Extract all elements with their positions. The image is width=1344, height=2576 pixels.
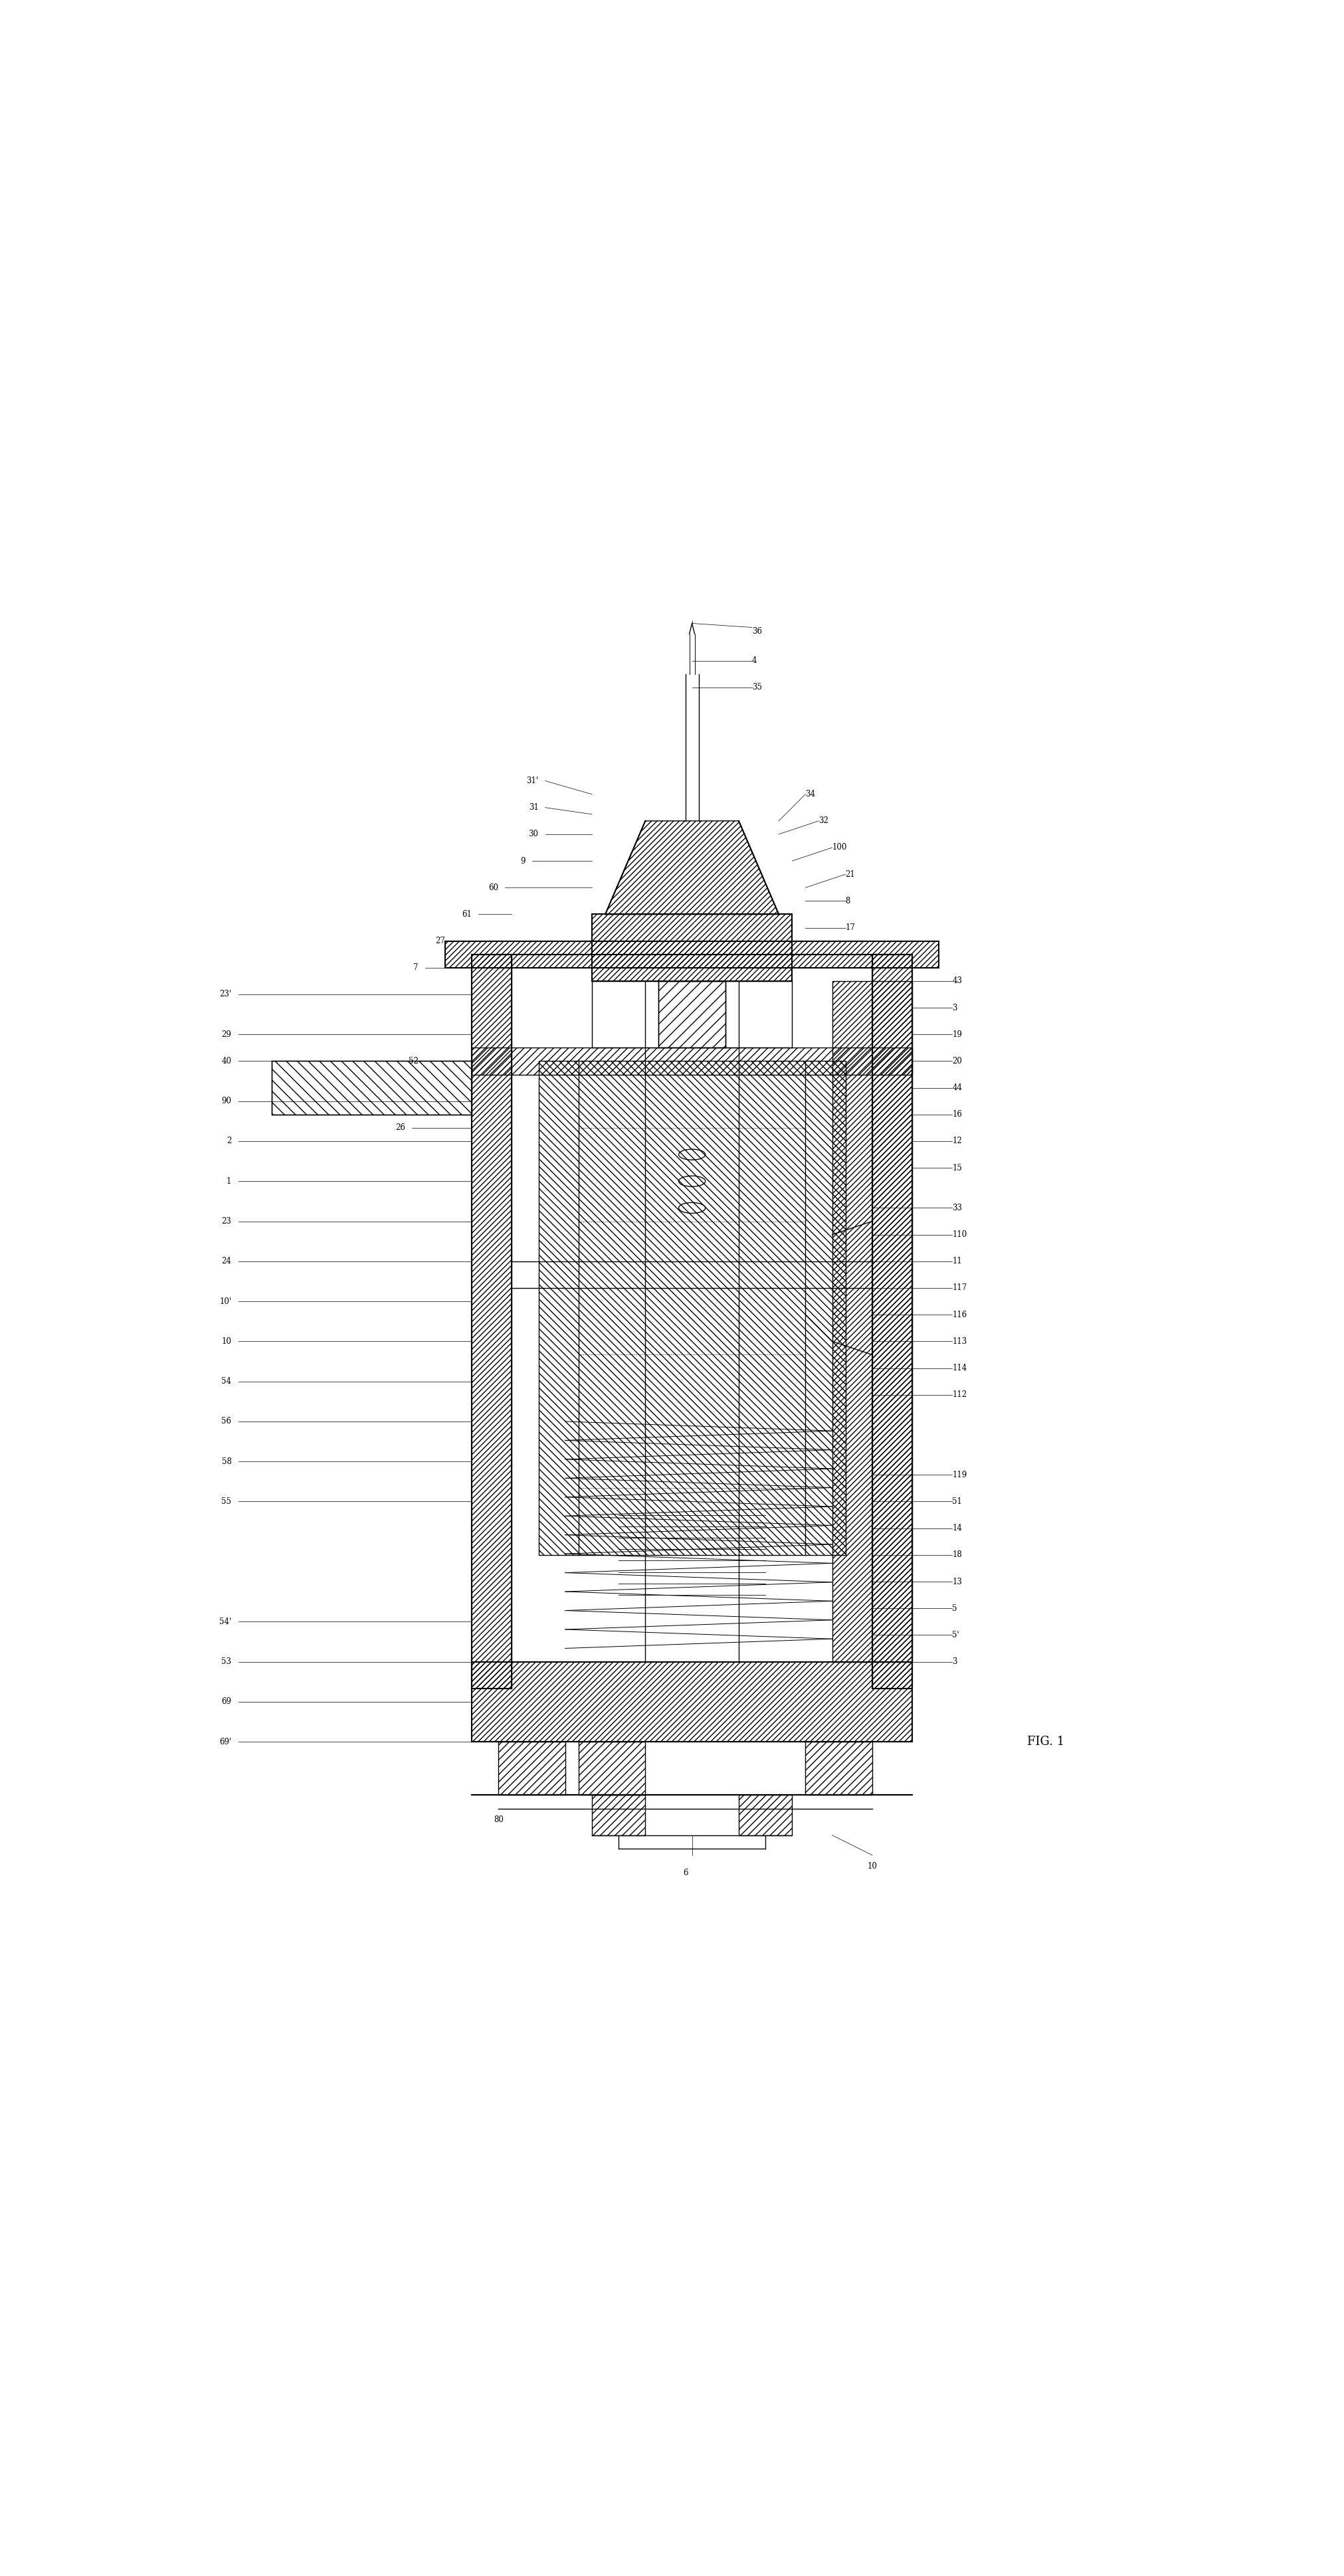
Text: 69: 69	[222, 1698, 231, 1705]
Text: 8: 8	[845, 896, 851, 904]
Text: 54': 54'	[219, 1618, 231, 1625]
Text: 69': 69'	[219, 1736, 231, 1747]
Text: 31: 31	[528, 804, 539, 811]
Text: 33: 33	[953, 1203, 962, 1213]
Bar	[472, 1048, 913, 1074]
Text: 80: 80	[493, 1816, 504, 1824]
Text: 119: 119	[953, 1471, 968, 1479]
Text: 10': 10'	[219, 1298, 231, 1306]
Text: 55: 55	[222, 1497, 231, 1507]
Text: 12: 12	[953, 1136, 962, 1146]
Text: 56: 56	[222, 1417, 231, 1425]
Text: 1: 1	[227, 1177, 231, 1185]
Text: FIG. 1: FIG. 1	[1027, 1736, 1064, 1747]
Text: 17: 17	[845, 922, 855, 933]
Bar	[539, 1061, 845, 1556]
Text: 21: 21	[845, 871, 855, 878]
Text: 40: 40	[222, 1056, 231, 1066]
Text: 112: 112	[953, 1391, 966, 1399]
Text: 114: 114	[953, 1363, 968, 1373]
Text: 113: 113	[953, 1337, 968, 1345]
Text: 26: 26	[395, 1123, 405, 1133]
Text: 4: 4	[753, 657, 757, 665]
Text: 2: 2	[227, 1136, 231, 1146]
Text: 31': 31'	[527, 775, 539, 786]
Text: 23: 23	[222, 1216, 231, 1226]
Text: 90: 90	[222, 1097, 231, 1105]
Text: 44: 44	[953, 1084, 962, 1092]
Text: 30: 30	[528, 829, 539, 840]
Text: 54: 54	[222, 1378, 231, 1386]
Text: 13: 13	[953, 1577, 962, 1587]
Text: 20: 20	[953, 1056, 962, 1066]
Text: 5': 5'	[953, 1631, 960, 1638]
Bar	[591, 914, 792, 981]
Text: 18: 18	[953, 1551, 962, 1558]
Text: 58: 58	[222, 1458, 231, 1466]
Text: 27: 27	[435, 938, 445, 945]
Bar	[591, 1795, 645, 1834]
Text: 29: 29	[222, 1030, 231, 1038]
Text: 100: 100	[832, 842, 847, 853]
Text: 53: 53	[222, 1656, 231, 1667]
Text: 61: 61	[462, 909, 472, 920]
Bar	[872, 953, 913, 1687]
Text: 10: 10	[867, 1862, 878, 1870]
Bar	[445, 940, 939, 969]
Text: 3: 3	[953, 1656, 957, 1667]
Text: 60: 60	[488, 884, 499, 891]
Text: 34: 34	[805, 791, 816, 799]
Text: 19: 19	[953, 1030, 962, 1038]
Text: 36: 36	[753, 629, 762, 636]
Text: 9: 9	[520, 858, 526, 866]
Bar	[659, 981, 726, 1048]
Text: 117: 117	[953, 1283, 968, 1293]
Bar	[271, 1061, 472, 1115]
Bar	[472, 953, 512, 1687]
Text: 6: 6	[683, 1868, 688, 1878]
Text: 110: 110	[953, 1231, 968, 1239]
Text: 116: 116	[953, 1311, 968, 1319]
Text: 5: 5	[953, 1605, 957, 1613]
Text: 7: 7	[414, 963, 418, 971]
Bar	[832, 981, 913, 1662]
Bar	[739, 1795, 792, 1834]
Bar	[499, 1741, 566, 1795]
Text: 3: 3	[953, 1005, 957, 1012]
Text: 43: 43	[953, 976, 962, 987]
Bar	[805, 1741, 872, 1795]
Text: 51: 51	[953, 1497, 962, 1507]
Text: 52: 52	[409, 1056, 418, 1066]
Text: 23': 23'	[219, 989, 231, 999]
Bar	[472, 1662, 913, 1741]
Text: 15: 15	[953, 1164, 962, 1172]
Text: 24: 24	[222, 1257, 231, 1265]
Bar	[578, 1741, 645, 1795]
Text: 14: 14	[953, 1525, 962, 1533]
Text: 11: 11	[953, 1257, 962, 1265]
Text: 16: 16	[953, 1110, 962, 1118]
Text: 32: 32	[818, 817, 829, 824]
Text: 10: 10	[222, 1337, 231, 1345]
Text: 35: 35	[753, 683, 762, 693]
